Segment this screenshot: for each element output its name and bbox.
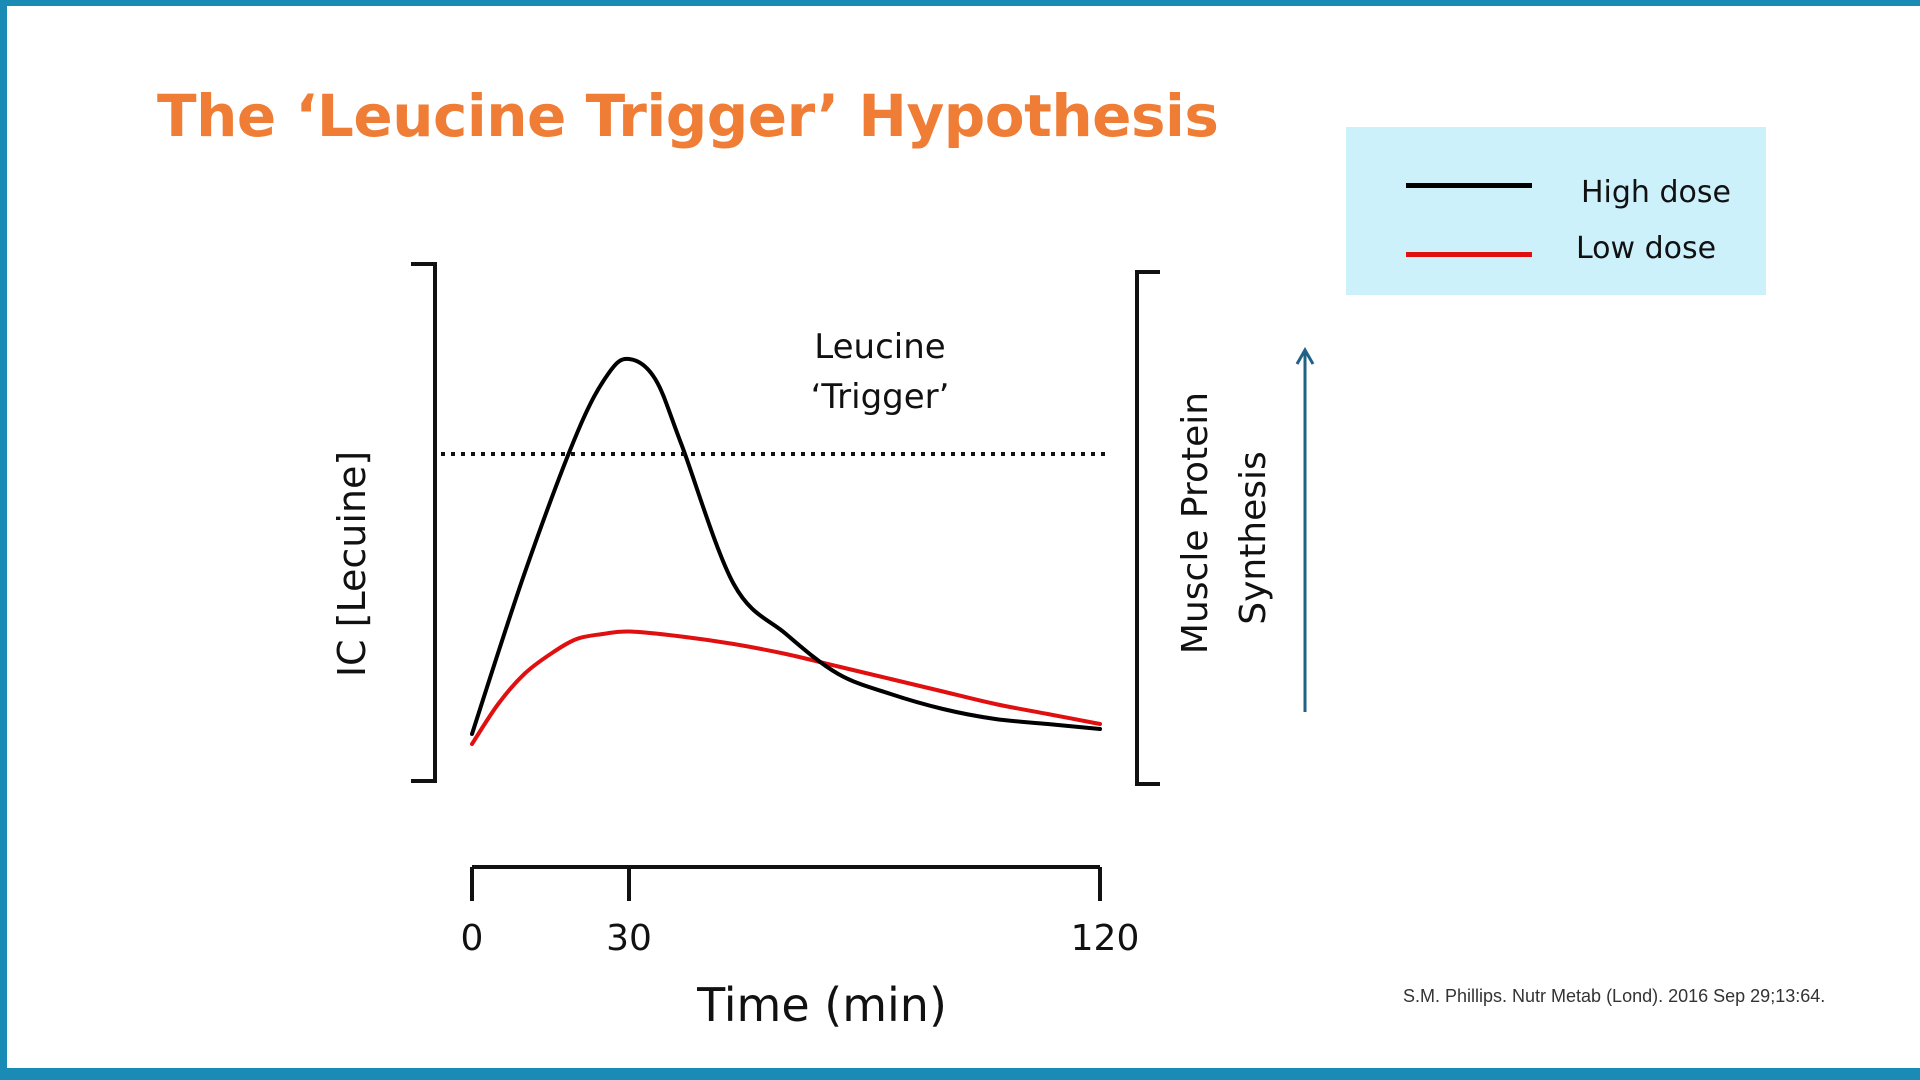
series-group	[470, 356, 1102, 746]
slide-title: The ‘Leucine Trigger’ Hypothesis	[157, 82, 1219, 150]
chart: Leucine ‘Trigger’ 0 30 120 Time (min) IC [Le…	[330, 262, 1315, 1032]
x-axis: 0 30 120	[461, 865, 1140, 959]
legend-line-high-dose	[1406, 183, 1532, 188]
msp-arrow-head	[1295, 346, 1315, 365]
axis-brackets	[411, 262, 1315, 786]
threshold-group: Leucine ‘Trigger’	[441, 327, 1107, 456]
legend-label-high-dose: High dose	[1581, 175, 1731, 210]
right-axis-label-line2: Synthesis	[1233, 451, 1274, 625]
series-line-low-dose	[470, 629, 1102, 746]
citation: S.M. Phillips. Nutr Metab (Lond). 2016 S…	[1403, 986, 1826, 1006]
axis-labels: Time (min) IC [Lecuine] Muscle Protein Synt…	[330, 392, 1274, 1032]
left-axis-bracket	[411, 262, 437, 783]
x-tick-label-120: 120	[1071, 918, 1140, 959]
y-axis-label: IC [Lecuine]	[330, 451, 374, 677]
x-tick-label-30: 30	[606, 918, 652, 959]
x-axis-label: Time (min)	[696, 978, 947, 1032]
threshold-label-line1: Leucine	[814, 327, 945, 367]
legend: High dose Low dose	[1346, 127, 1766, 295]
right-axis-label-line1: Muscle Protein	[1175, 392, 1216, 654]
legend-line-low-dose	[1406, 252, 1532, 257]
threshold-label-line2: ‘Trigger’	[811, 377, 950, 417]
right-axis-bracket	[1135, 270, 1160, 786]
series-line-high-dose	[470, 356, 1102, 736]
x-tick-label-0: 0	[461, 918, 484, 959]
legend-label-low-dose: Low dose	[1576, 231, 1717, 266]
